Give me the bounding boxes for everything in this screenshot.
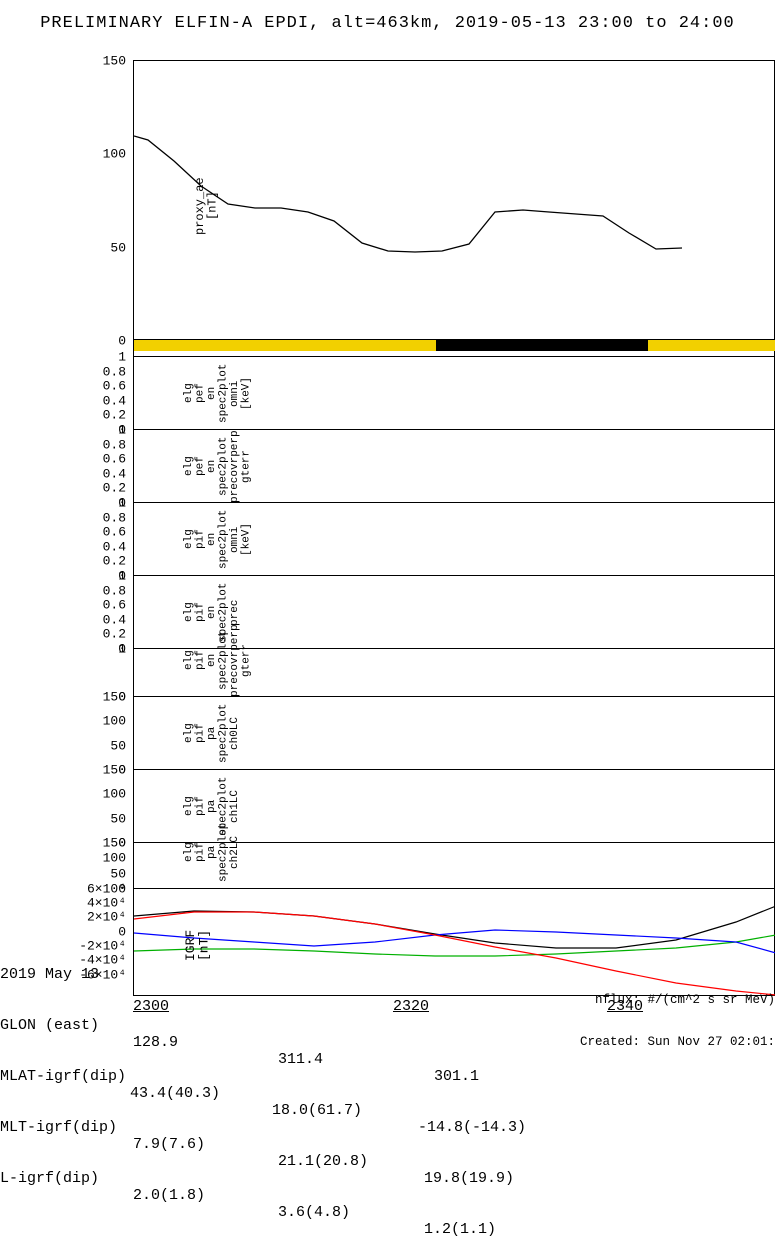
tick: 1 xyxy=(71,642,126,657)
tick: 1 xyxy=(71,350,126,365)
chart-title: PRELIMINARY ELFIN-A EPDI, alt=463km, 201… xyxy=(0,14,775,33)
tick: 100 xyxy=(71,787,126,802)
tick: 1 xyxy=(71,569,126,584)
panel-elg-pif-precovrperp: 0 1 elg pif en spec2plot precovrperp gte… xyxy=(133,648,775,696)
axis-label: elg pef en spec2plot precovrperp gterr xyxy=(184,430,253,503)
tick: 150 xyxy=(71,763,126,778)
info-l-0: 2.0(1.8) xyxy=(133,1187,205,1204)
info-l-label: L-igrf(dip) xyxy=(0,1170,99,1187)
tick: 0.8 xyxy=(71,583,126,598)
tick: 0.6 xyxy=(71,598,126,613)
daynight-segment-night xyxy=(436,340,648,351)
footer-units: nflux: #/(cm^2 s sr MeV) xyxy=(580,993,775,1007)
tick: 0.2 xyxy=(71,627,126,642)
proxy-ae-ytick-1: 50 xyxy=(71,240,126,255)
tick: 1 xyxy=(71,496,126,511)
tick: 50 xyxy=(71,811,126,826)
info-glon-2: 301.1 xyxy=(434,1068,479,1085)
tick: 0.2 xyxy=(71,554,126,569)
panel-ch2lc: 0 50 100 150 elg pif pa spec2plot ch2LC xyxy=(133,842,775,888)
tick: 150 xyxy=(71,690,126,705)
tick: 0.8 xyxy=(71,364,126,379)
panel-ch0lc: 0 50 100 150 elg pif pa spec2plot ch0LC xyxy=(133,696,775,769)
footer-created: Created: Sun Nov 27 02:01:26 2022 xyxy=(580,1035,775,1049)
info-mlt-label: MLT-igrf(dip) xyxy=(0,1119,117,1136)
igrf-tick: 4×10⁴ xyxy=(71,896,126,911)
tick: 0.4 xyxy=(71,466,126,481)
axis-label: elg pif pa spec2plot ch0LC xyxy=(184,697,242,770)
tick: 50 xyxy=(71,866,126,881)
proxy-ae-ytick-2: 100 xyxy=(71,147,126,162)
igrf-tick: 6×10⁴ xyxy=(71,882,126,897)
footer-note: nflux: #/(cm^2 s sr MeV) Created: Sun No… xyxy=(580,965,775,1063)
tick: 0.6 xyxy=(71,525,126,540)
tick: 0.2 xyxy=(71,408,126,423)
tick: 0.8 xyxy=(71,510,126,525)
panel-elg-pef-precovrperp: 0 0.2 0.4 0.6 0.8 1 elg pef en spec2plot… xyxy=(133,429,775,502)
tick: 0.6 xyxy=(71,379,126,394)
axis-label: elg pif pa spec2plot ch2LC xyxy=(184,816,242,889)
info-l-1: 3.6(4.8) xyxy=(278,1204,350,1221)
elfin-epdi-chart: { "title": "PRELIMINARY ELFIN-A EPDI, al… xyxy=(0,0,775,1000)
axis-label: elg pif en spec2plot omni [keV] xyxy=(184,503,253,576)
proxy-ae-ytick-0: 0 xyxy=(71,334,126,349)
info-glon-0: 128.9 xyxy=(133,1034,178,1051)
axis-label: elg pef en spec2plot omni [keV] xyxy=(184,357,253,430)
tick: 1 xyxy=(71,423,126,438)
daynight-segment-day1 xyxy=(134,340,436,351)
info-mlat-label: MLAT-igrf(dip) xyxy=(0,1068,126,1085)
info-glon-label: GLON (east) xyxy=(0,1017,99,1034)
panel-elg-pef-en-omni: 0 0.2 0.4 0.6 0.8 1 elg pef en spec2plot… xyxy=(133,356,775,429)
info-l-2: 1.2(1.1) xyxy=(424,1221,496,1238)
daynight-bar xyxy=(134,340,775,351)
tick: 0.8 xyxy=(71,437,126,452)
tick: 50 xyxy=(71,738,126,753)
proxy-ae-axis-label: proxy_ae [nT] xyxy=(194,131,219,281)
tick: 0.4 xyxy=(71,612,126,627)
tick: 0.4 xyxy=(71,393,126,408)
info-mlat-2: -14.8(-14.3) xyxy=(418,1119,526,1136)
tick: 0.6 xyxy=(71,452,126,467)
proxy-ae-curve xyxy=(134,61,775,341)
info-mlt-0: 7.9(7.6) xyxy=(133,1136,205,1153)
tick: 100 xyxy=(71,714,126,729)
daynight-segment-day2 xyxy=(648,340,775,351)
tick: 0.2 xyxy=(71,481,126,496)
tick: 0.4 xyxy=(71,539,126,554)
panel-elg-pif-en-omni: 0 0.2 0.4 0.6 0.8 1 elg pif en spec2plot… xyxy=(133,502,775,575)
tick: 100 xyxy=(71,851,126,866)
info-date: 2019 May 13 xyxy=(0,966,99,983)
axis-label: elg pif en spec2plot precovrperp gterr xyxy=(184,624,253,697)
panel-proxy-ae: 0 50 100 150 proxy_ae [nT] proxy_AE xyxy=(133,60,775,340)
info-mlat-0: 43.4(40.3) xyxy=(130,1085,220,1102)
daynight-bar-frame xyxy=(133,340,775,356)
tick: 150 xyxy=(71,836,126,851)
proxy-ae-ytick-3: 150 xyxy=(71,54,126,69)
info-mlt-2: 19.8(19.9) xyxy=(424,1170,514,1187)
